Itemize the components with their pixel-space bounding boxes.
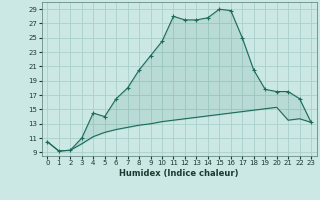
X-axis label: Humidex (Indice chaleur): Humidex (Indice chaleur) (119, 169, 239, 178)
